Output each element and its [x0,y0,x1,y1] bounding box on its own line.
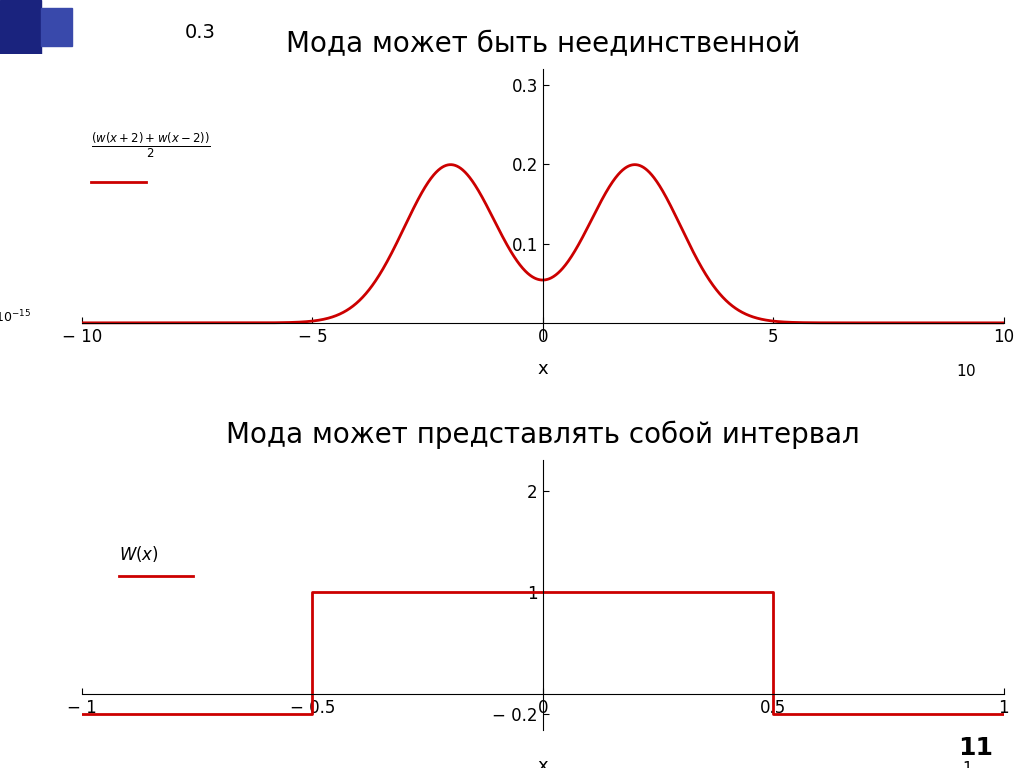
Text: 0.3: 0.3 [184,23,215,41]
Text: 11: 11 [958,737,993,760]
Title: Мода может быть неединственной: Мода может быть неединственной [286,31,800,58]
Title: Мода может представлять собой интервал: Мода может представлять собой интервал [226,421,859,449]
Text: $1$: $1$ [962,760,972,768]
Text: $W(x)$: $W(x)$ [119,545,159,564]
Text: $2.526\times10^{-15}$: $2.526\times10^{-15}$ [0,309,31,326]
X-axis label: x: x [538,756,548,768]
X-axis label: x: x [538,360,548,379]
Text: $-1$: $-1$ [0,760,1,768]
Bar [41,8,72,46]
Text: $\frac{(w(x+2)+w(x-2))}{2}$: $\frac{(w(x+2)+w(x-2))}{2}$ [91,130,211,160]
Text: $10$: $10$ [956,363,977,379]
Bar [0,0,41,54]
